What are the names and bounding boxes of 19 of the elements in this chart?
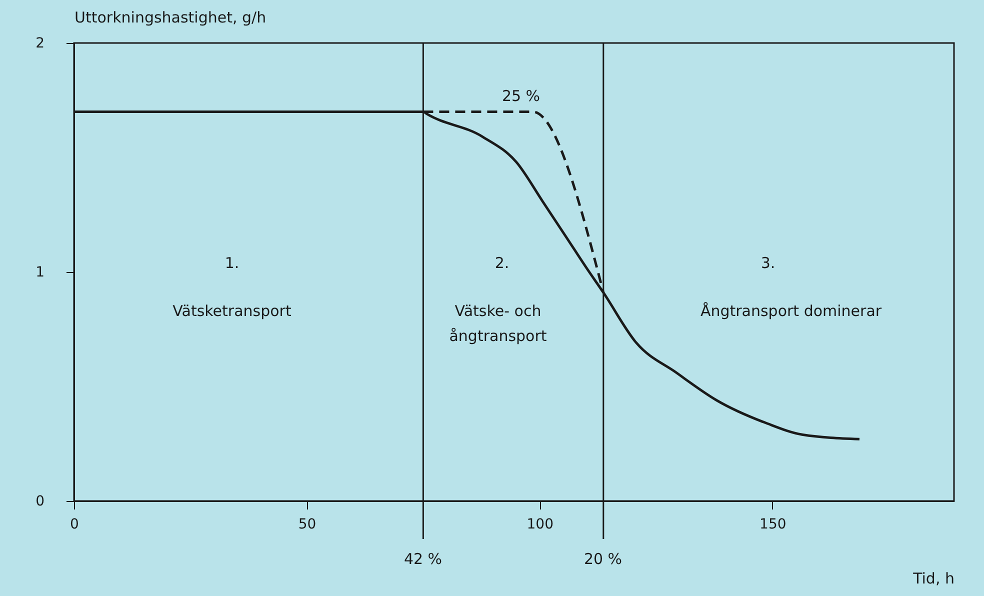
x-axis-title: Tid, h: [912, 570, 954, 588]
annotation: 3.: [760, 254, 776, 272]
annotation: Vätske- och: [454, 302, 542, 320]
x-tick-label: 50: [298, 516, 316, 532]
y-tick-label: 0: [36, 494, 44, 510]
text: 20 %: [584, 550, 622, 568]
x-tick-label: 150: [760, 516, 786, 532]
annotation: 25 %: [502, 87, 540, 105]
y-tick-label: 1: [36, 264, 44, 280]
annotation: 2.: [494, 254, 510, 272]
annotation: 1.: [224, 254, 240, 272]
annotation: Ångtransport dominerar: [700, 302, 882, 320]
y-axis-title: Uttorkningshastighet, g/h: [74, 8, 266, 26]
y-tick-label: 2: [36, 36, 44, 52]
x-tick-label: 100: [526, 516, 554, 532]
annotation: Vätsketransport: [172, 302, 292, 320]
text: 42 %: [404, 550, 442, 568]
annotation: ångtransport: [449, 327, 547, 345]
x-tick-label: 0: [70, 516, 79, 532]
